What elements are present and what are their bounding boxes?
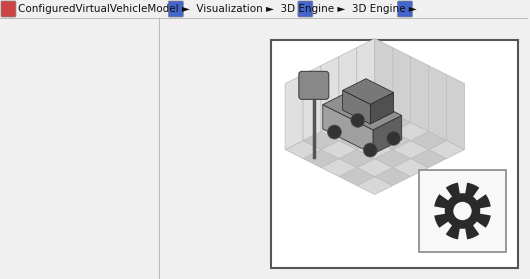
Polygon shape [357,39,375,114]
Polygon shape [370,93,394,124]
Polygon shape [357,141,393,158]
FancyBboxPatch shape [419,170,506,252]
Polygon shape [321,122,357,141]
Bar [271,40,518,268]
Polygon shape [393,141,429,158]
Polygon shape [357,105,393,122]
Polygon shape [357,122,393,141]
Polygon shape [393,122,429,141]
Polygon shape [375,39,393,114]
Polygon shape [357,177,393,194]
Polygon shape [321,57,339,132]
Polygon shape [434,183,491,239]
Polygon shape [303,150,339,168]
Circle shape [386,131,401,145]
Polygon shape [339,150,375,168]
FancyBboxPatch shape [1,1,16,17]
Circle shape [351,113,365,127]
Polygon shape [321,158,357,177]
Bar [0,0,528,18]
Polygon shape [321,141,357,158]
Polygon shape [446,74,464,150]
Polygon shape [339,168,375,186]
Polygon shape [393,47,411,122]
FancyBboxPatch shape [299,71,329,99]
Text: ConfiguredVirtualVehicleModel ►  Visualization ►  3D Engine ►  3D Engine ►: ConfiguredVirtualVehicleModel ► Visualiz… [18,4,417,14]
FancyBboxPatch shape [169,1,183,17]
Polygon shape [375,168,411,186]
Polygon shape [303,132,339,150]
Polygon shape [393,158,429,177]
Polygon shape [375,132,411,150]
Polygon shape [323,105,373,154]
Polygon shape [343,79,394,104]
Polygon shape [429,141,464,158]
Circle shape [364,143,377,157]
Polygon shape [357,158,393,177]
Polygon shape [373,116,402,154]
Polygon shape [323,90,402,130]
Polygon shape [429,66,446,141]
FancyBboxPatch shape [298,1,313,17]
Polygon shape [411,132,446,150]
Polygon shape [285,74,303,150]
Polygon shape [343,90,370,124]
Polygon shape [285,141,321,158]
Polygon shape [375,114,411,132]
Polygon shape [411,57,429,132]
Circle shape [453,202,472,220]
FancyBboxPatch shape [398,1,412,17]
Polygon shape [303,66,321,141]
Polygon shape [411,150,446,168]
Circle shape [328,125,341,139]
Polygon shape [339,47,357,122]
Polygon shape [339,132,375,150]
Polygon shape [375,150,411,168]
Polygon shape [339,114,375,132]
